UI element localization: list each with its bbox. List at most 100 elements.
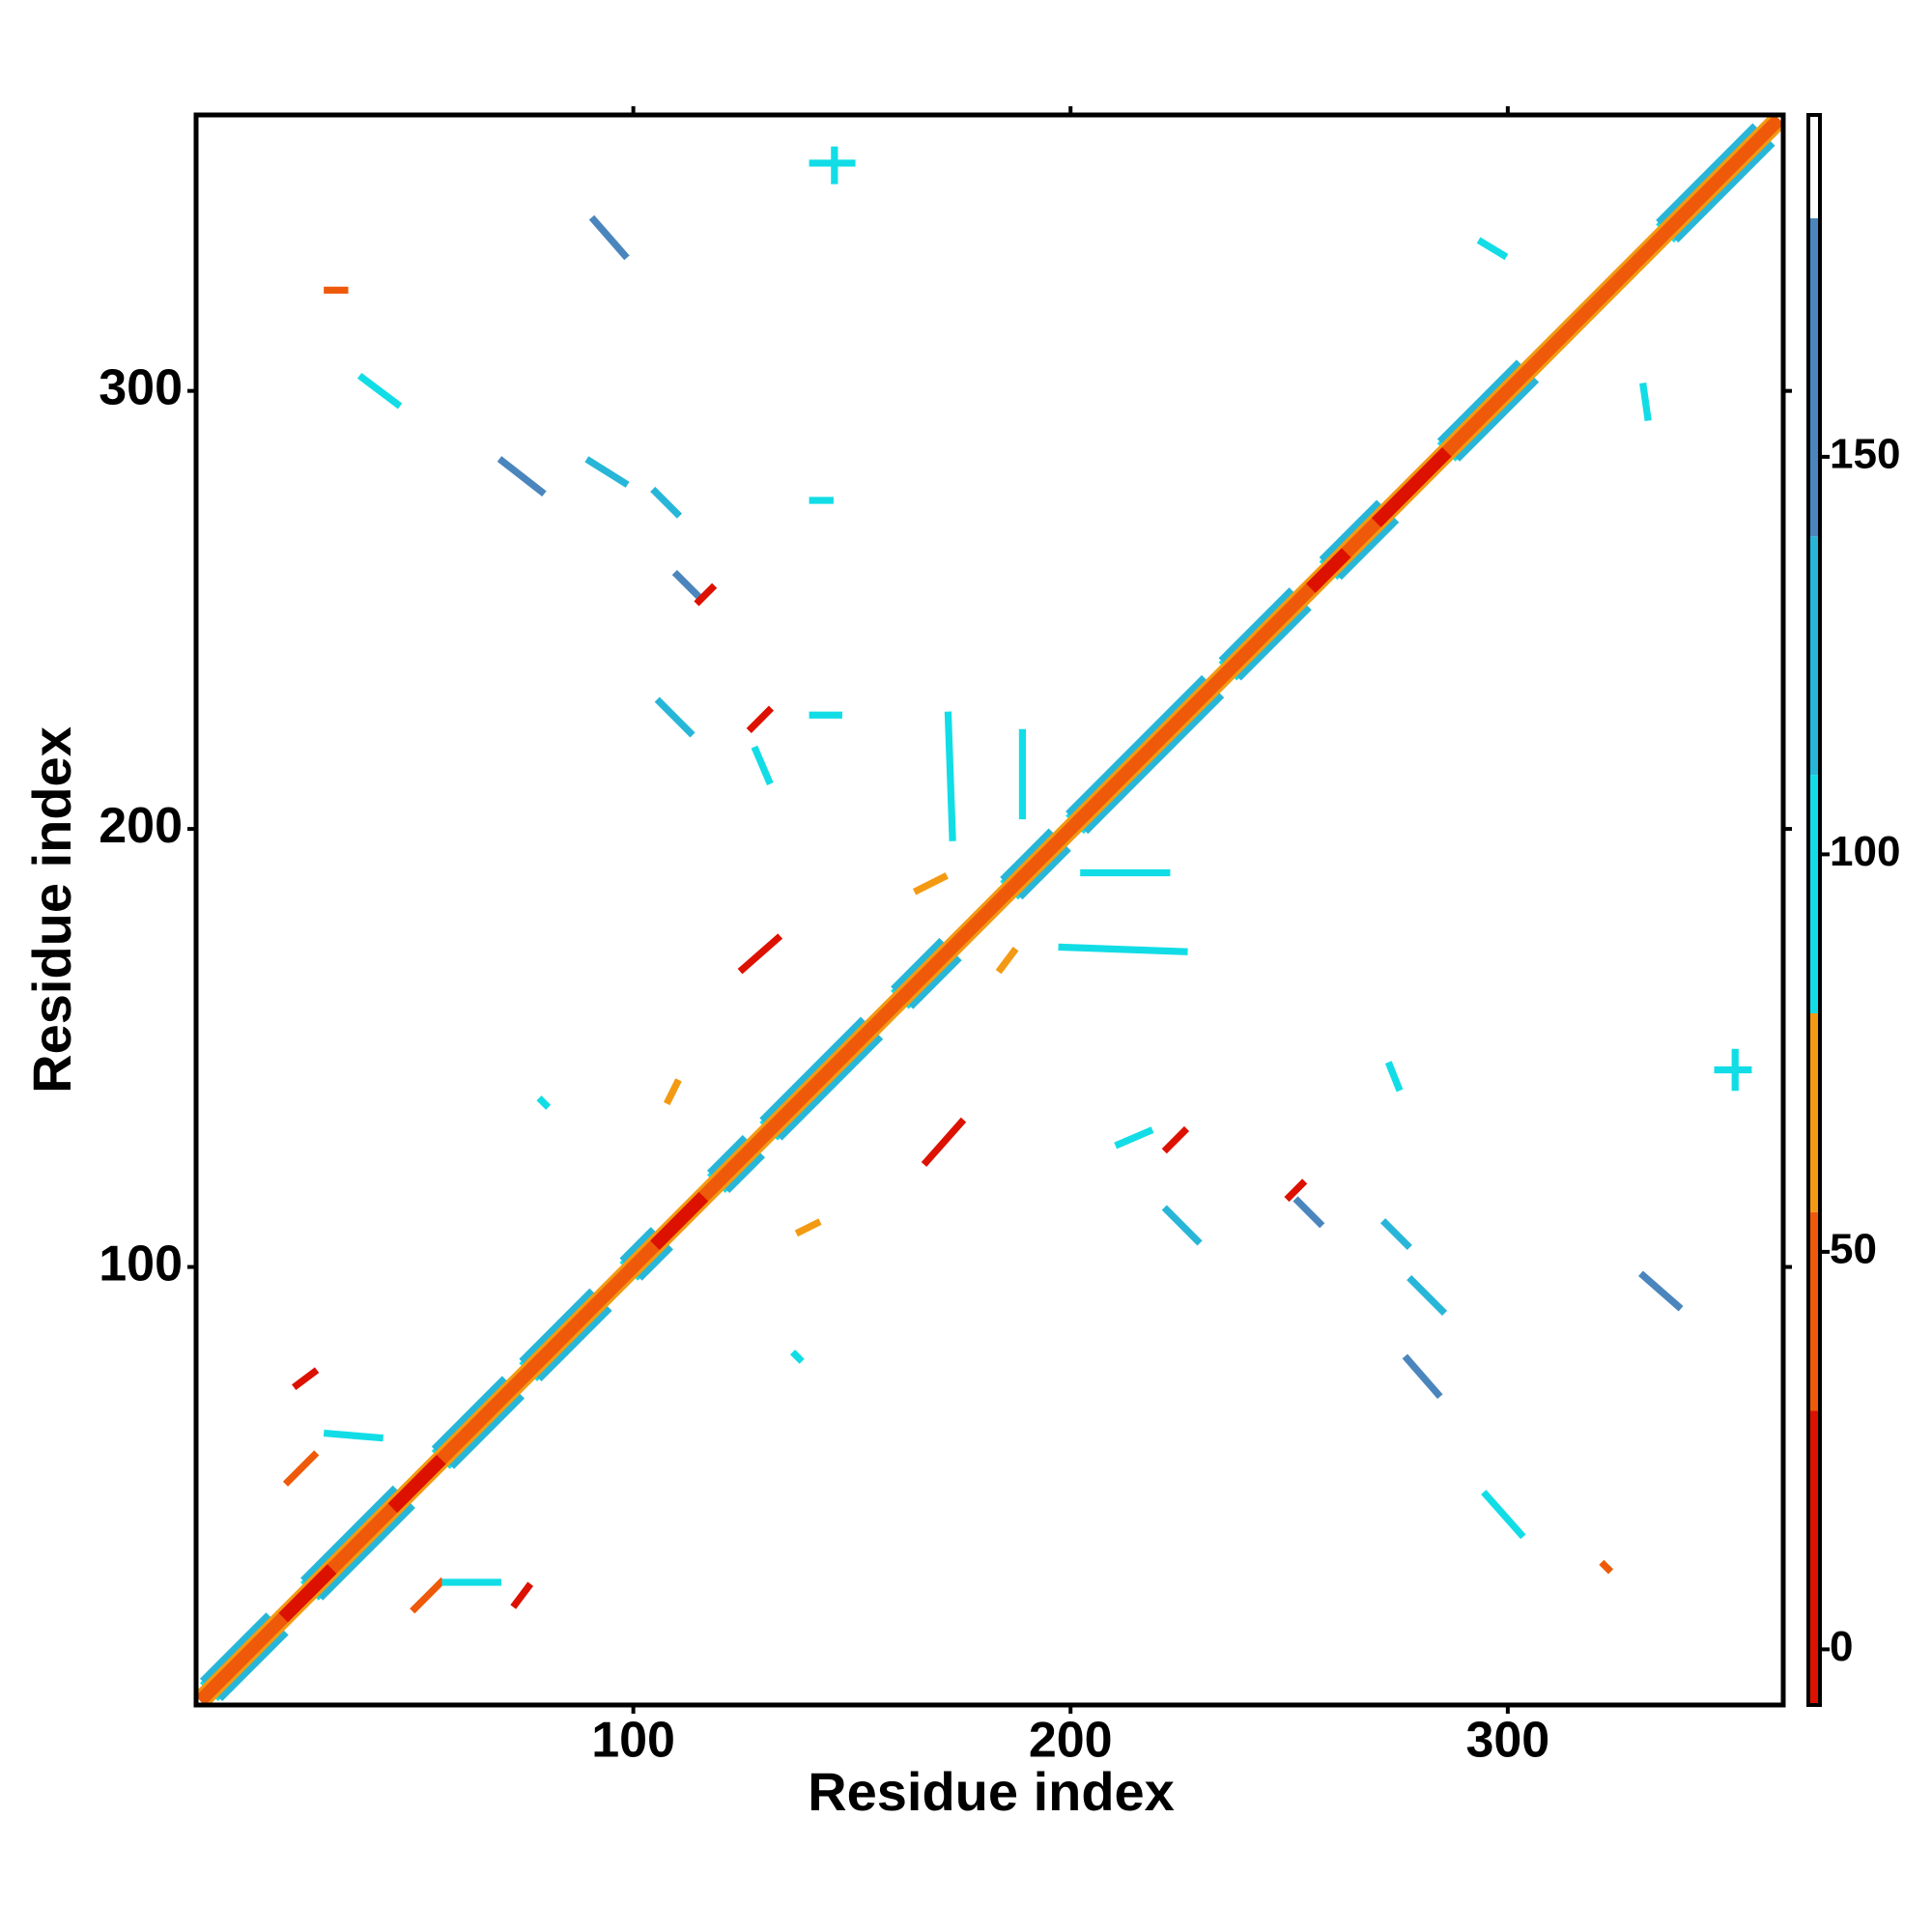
contact	[637, 1244, 673, 1281]
contact	[1319, 499, 1382, 563]
y-tick-label: 200	[99, 798, 183, 854]
contact	[650, 486, 682, 519]
contact	[1284, 1179, 1308, 1203]
contact	[671, 569, 704, 602]
contact	[751, 745, 774, 785]
contact	[1481, 1490, 1526, 1540]
contact	[759, 1016, 867, 1123]
contact	[1436, 359, 1522, 444]
contact	[619, 1227, 656, 1264]
contact	[1638, 1270, 1684, 1312]
contact	[199, 118, 1784, 1706]
colorbar-band	[1808, 536, 1820, 776]
contact	[1083, 692, 1225, 835]
contact	[292, 1367, 320, 1391]
contact	[1376, 451, 1452, 527]
contact	[1161, 1205, 1203, 1246]
x-tick-label: 300	[1465, 1713, 1549, 1769]
contact	[1336, 517, 1400, 581]
contact	[392, 1459, 446, 1514]
x-tick-label: 200	[1029, 1713, 1113, 1769]
colorbar-frame	[1806, 113, 1822, 1707]
colorbar-band	[1808, 1211, 1820, 1411]
contact	[282, 1568, 337, 1623]
colorbar-band	[1808, 217, 1820, 537]
colorbar-band	[1808, 1410, 1820, 1705]
colorbar-band	[1808, 1012, 1820, 1212]
contact	[1639, 383, 1652, 421]
contact	[663, 1078, 682, 1106]
colorbar-tick-label: 0	[1830, 1623, 1853, 1670]
contact	[588, 214, 630, 261]
x-tick-label: 100	[591, 1713, 675, 1769]
colorbar-tick-label: 150	[1830, 431, 1900, 478]
contact	[654, 696, 696, 738]
contact	[510, 1581, 534, 1609]
contact	[323, 1429, 384, 1442]
contact	[1114, 1126, 1154, 1150]
contact	[519, 1288, 595, 1364]
contact	[777, 1034, 884, 1141]
contact	[318, 1502, 415, 1601]
contact	[724, 1152, 765, 1194]
contact	[1379, 1218, 1412, 1251]
contact	[654, 1196, 709, 1251]
contact	[1599, 1559, 1614, 1575]
contact	[921, 1117, 967, 1167]
contact	[1058, 943, 1188, 955]
contact	[650, 1191, 704, 1246]
contact	[1656, 123, 1758, 225]
colorbar-tick-label: 100	[1830, 828, 1900, 875]
contact	[195, 114, 1780, 1702]
contact	[1017, 845, 1071, 900]
contact	[746, 705, 775, 733]
contact	[912, 872, 949, 895]
contact	[1236, 605, 1312, 681]
colorbar-band	[1808, 115, 1820, 218]
contact	[1293, 1196, 1325, 1229]
y-tick-label: 100	[99, 1236, 183, 1292]
contact	[536, 1305, 612, 1382]
contact	[282, 1450, 320, 1487]
contact	[995, 947, 1019, 975]
contact	[356, 372, 403, 410]
contact	[1406, 1275, 1448, 1317]
x-axis-label: Residue index	[808, 1761, 1175, 1822]
contact	[1476, 237, 1509, 261]
contact	[1218, 587, 1294, 664]
contact	[387, 1454, 442, 1509]
contact	[1306, 548, 1347, 589]
contact	[278, 1564, 332, 1618]
contact	[431, 1376, 507, 1452]
contact	[1454, 377, 1540, 462]
contact	[300, 1485, 398, 1583]
y-axis-label: Residue index	[21, 726, 82, 1094]
colorbar-tick-label: 50	[1830, 1226, 1877, 1273]
contact	[1000, 828, 1054, 883]
contact	[944, 711, 956, 841]
contact	[497, 456, 547, 497]
contact	[536, 1095, 552, 1110]
contact	[1161, 1125, 1190, 1154]
contact	[694, 582, 718, 607]
contact	[789, 1350, 805, 1364]
contact	[891, 937, 945, 992]
colorbar-band	[1808, 775, 1820, 1013]
contact	[199, 1612, 271, 1684]
contact	[737, 933, 783, 975]
contact	[908, 955, 962, 1009]
contact	[1310, 552, 1351, 593]
contact	[794, 1218, 822, 1237]
contact	[217, 1630, 289, 1702]
contact	[1384, 1061, 1404, 1093]
contact	[410, 1577, 446, 1614]
plot-frame	[193, 112, 1786, 1708]
y-tick-label: 300	[99, 359, 183, 415]
contact	[1673, 140, 1776, 243]
contact	[1065, 674, 1208, 817]
contact	[706, 1134, 748, 1176]
contact	[1402, 1353, 1443, 1400]
contact	[1371, 447, 1448, 524]
contact	[448, 1393, 526, 1469]
